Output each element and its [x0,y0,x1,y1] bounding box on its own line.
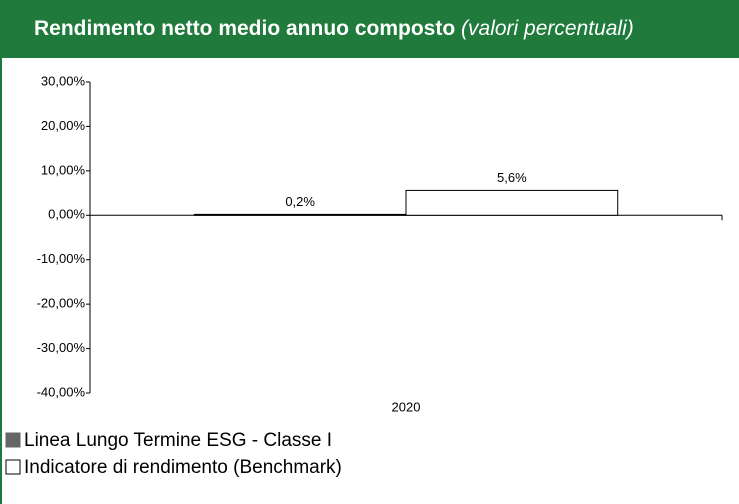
legend-swatch [5,432,21,448]
y-tick-label: -20,00% [37,296,86,311]
y-tick-label: 0,00% [48,207,85,222]
data-label: 5,6% [497,170,527,185]
bar [405,189,619,216]
y-tick-label: 10,00% [41,162,86,177]
y-tick-label: -40,00% [37,384,86,399]
legend-label: Linea Lungo Termine ESG - Classe I [24,430,332,451]
legend-label: Indicatore di rendimento (Benchmark) [24,457,342,478]
y-tick-label: 20,00% [41,118,86,133]
y-tick-label: -10,00% [37,251,86,266]
border [0,58,2,504]
chart-title: Rendimento netto medio annuo composto [34,17,456,40]
y-tick-label: 30,00% [41,73,86,88]
legend-swatch [5,459,21,475]
x-tick-label: 2020 [392,399,421,414]
chart-subtitle: (valori percentuali) [461,17,634,40]
header: Rendimento netto medio annuo composto (v… [0,0,739,58]
y-tick-label: -30,00% [37,340,86,355]
data-label: 0,2% [285,194,315,209]
bar [193,213,407,216]
